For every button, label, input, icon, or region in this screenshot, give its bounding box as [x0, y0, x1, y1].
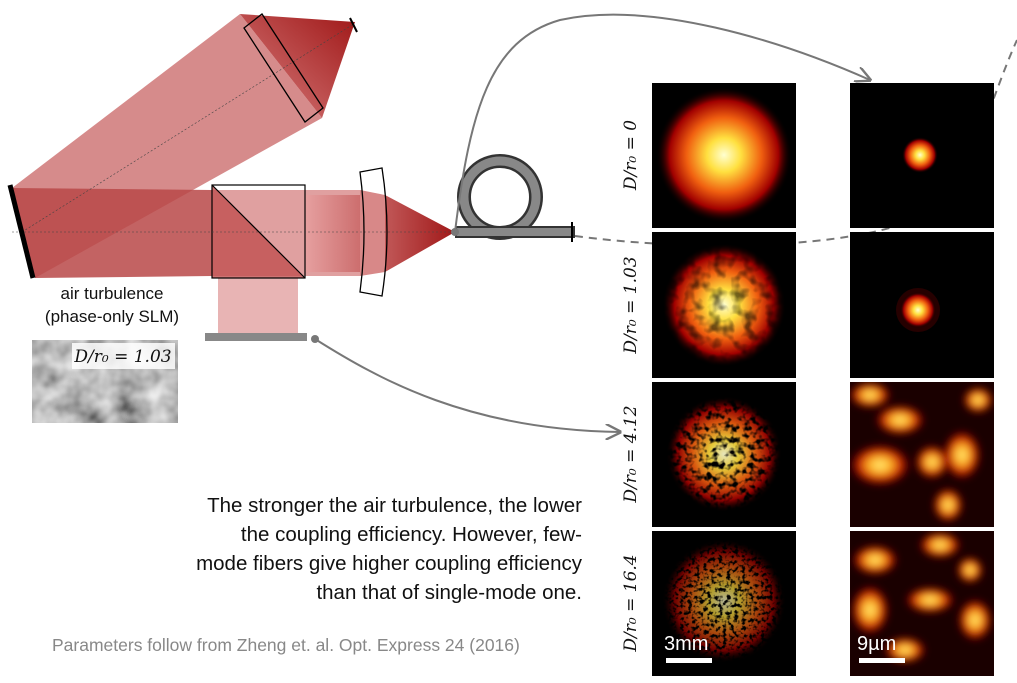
caption-line: than that of single-mode one. — [316, 581, 582, 604]
slm-label: air turbulence — [60, 284, 163, 303]
scale-bar — [859, 658, 905, 663]
caption-line: the coupling efficiency. However, few- — [241, 523, 582, 546]
row-label: D/r₀ = 4.12 — [621, 405, 641, 503]
slm-label: (phase-only SLM) — [45, 307, 179, 326]
row-label: D/r₀ = 16.4 — [621, 554, 641, 652]
images — [652, 83, 994, 676]
inset-label: D/r₀ = 1.03 — [73, 347, 171, 367]
scale-bar-label: 9µm — [857, 633, 896, 655]
row-label: D/r₀ = 1.03 — [621, 256, 641, 354]
scale-bar — [666, 658, 712, 663]
caption-line: mode fibers give higher coupling efficie… — [196, 552, 583, 575]
inset-label-bg — [72, 343, 175, 369]
optics — [7, 13, 575, 343]
caption-line: The stronger the air turbulence, the low… — [207, 494, 582, 517]
reference: Parameters follow from Zheng et. al. Opt… — [52, 635, 520, 655]
scale-bar-label: 3mm — [664, 633, 708, 655]
row-label: D/r₀ = 0 — [621, 120, 641, 191]
